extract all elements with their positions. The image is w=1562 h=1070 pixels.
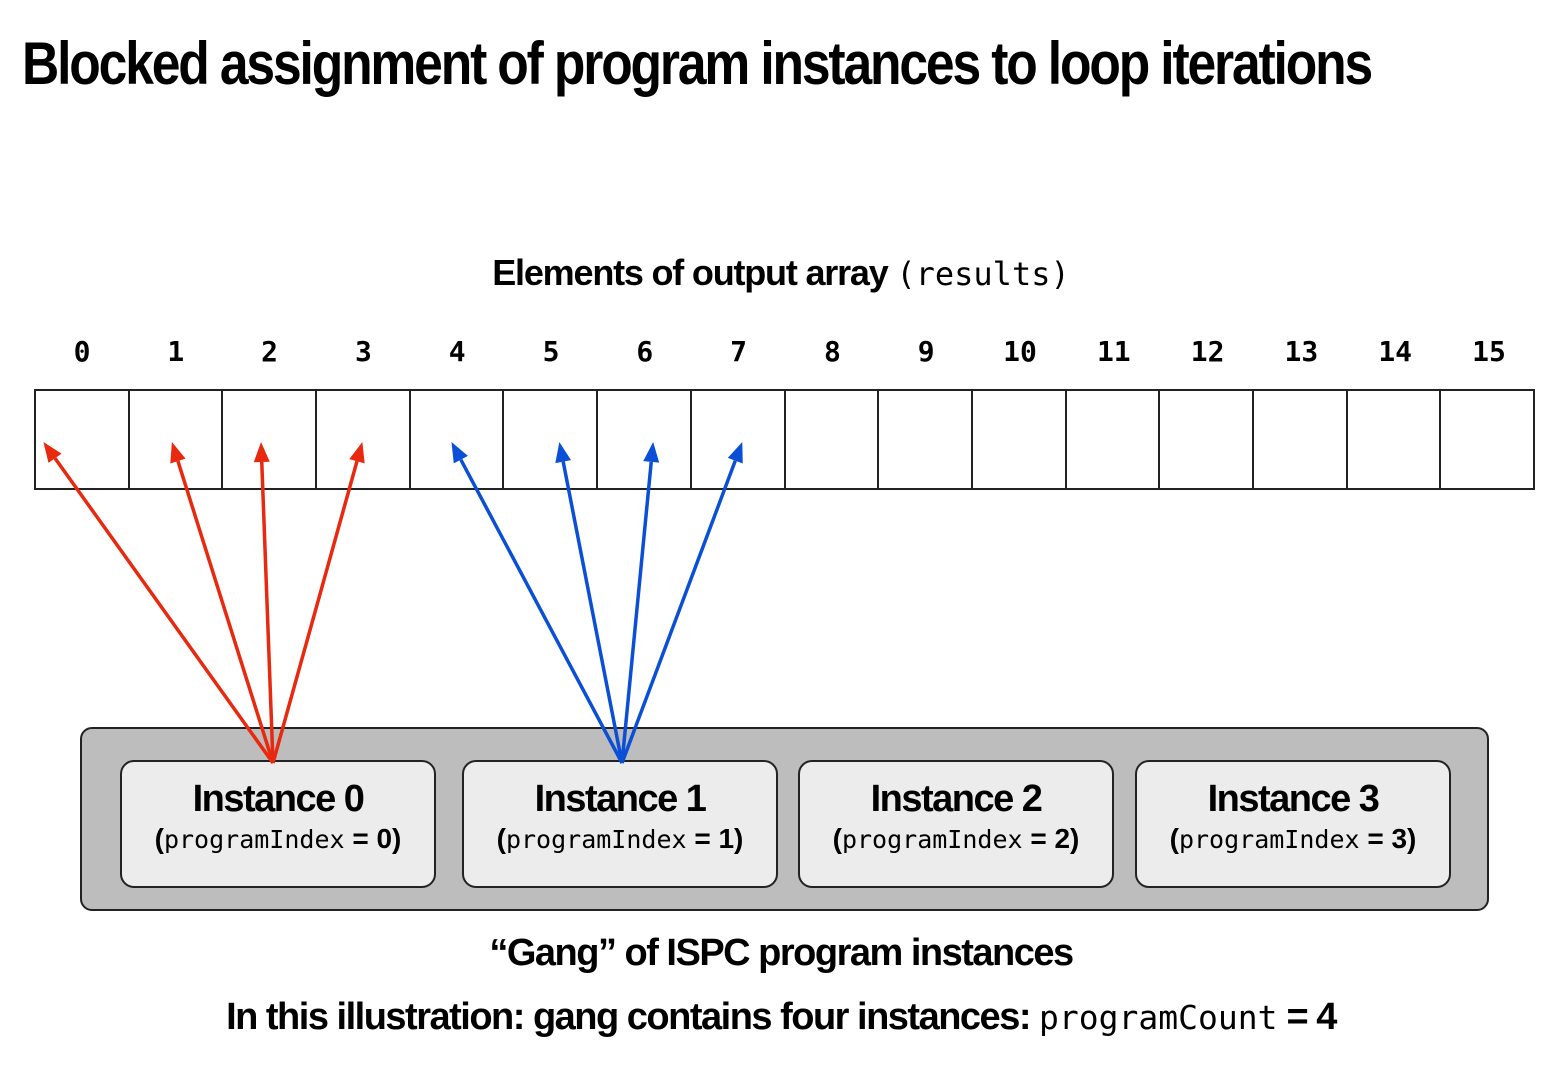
- arrow-line: [176, 460, 275, 764]
- array-cell: [973, 391, 1067, 488]
- array-cell: [504, 391, 599, 488]
- array-index: 11: [1096, 335, 1131, 368]
- instance-name: Instance 3: [1207, 778, 1380, 820]
- array-index: 9: [917, 335, 935, 368]
- array-cell: [36, 391, 130, 488]
- array-index: 13: [1284, 335, 1319, 368]
- illustration-code: programCount: [1039, 998, 1278, 1037]
- arrow-line: [271, 460, 359, 764]
- array-cell: [1441, 391, 1533, 488]
- array-cell: [1067, 391, 1161, 488]
- array-index: 4: [448, 335, 466, 368]
- instance-name: Instance 0: [192, 778, 365, 820]
- gang-caption: “Gang” of ISPC program instances: [489, 932, 1074, 974]
- arrow-line: [459, 458, 624, 764]
- array-index: 8: [823, 335, 841, 368]
- array-index: 0: [73, 335, 91, 368]
- array-index: 6: [636, 335, 654, 368]
- arrow-line: [620, 461, 653, 764]
- array-index: 2: [261, 335, 279, 368]
- array-cell: [598, 391, 692, 488]
- instance-box-0: Instance 0 (programIndex = 0): [120, 760, 436, 888]
- array-cell: [1160, 391, 1254, 488]
- array-cell: [1348, 391, 1442, 488]
- array-cell: [130, 391, 224, 488]
- instance-name: Instance 2: [870, 778, 1043, 820]
- array-label-code: (results): [896, 255, 1070, 293]
- instance-box-3: Instance 3 (programIndex = 3): [1135, 760, 1451, 888]
- array-cell: [223, 391, 318, 488]
- illustration-text: In this illustration: gang contains four…: [226, 996, 1040, 1038]
- array-index: 7: [730, 335, 748, 368]
- array-index: 15: [1472, 335, 1506, 368]
- slide-title: Blocked assignment of program instances …: [22, 30, 1373, 97]
- array-index: 1: [167, 335, 185, 368]
- arrow-line: [53, 457, 275, 765]
- array-cell: [411, 391, 505, 488]
- instance-box-1: Instance 1 (programIndex = 1): [462, 760, 778, 888]
- instance-program-index: (programIndex = 1): [496, 823, 744, 854]
- illustration-value: = 4: [1277, 996, 1338, 1038]
- array-label-text: Elements of output array: [492, 252, 888, 293]
- arrow-line: [260, 461, 275, 764]
- array-cell: [786, 391, 880, 488]
- array-cell: [317, 391, 411, 488]
- array-index: 3: [354, 335, 372, 368]
- illustration-caption: In this illustration: gang contains four…: [0, 996, 1562, 1039]
- array-cell: [1254, 391, 1348, 488]
- array-cell: [692, 391, 786, 488]
- array-index: 12: [1190, 335, 1225, 368]
- instance-program-index: (programIndex = 3): [1169, 823, 1417, 854]
- array-index: 14: [1378, 335, 1413, 368]
- array-index: 5: [542, 335, 560, 368]
- output-array: [34, 389, 1535, 490]
- array-label: Elements of output array (results): [0, 252, 1562, 294]
- array-index: 10: [1003, 335, 1037, 368]
- instance-program-index: (programIndex = 0): [154, 823, 402, 854]
- instance-box-2: Instance 2 (programIndex = 2): [798, 760, 1114, 888]
- instance-name: Instance 1: [534, 778, 707, 820]
- array-cell: [879, 391, 973, 488]
- array-index-row: 0 1 2 3 4 5 6 7 8 9 10 11 12 13 14 15: [35, 335, 1535, 375]
- instance-program-index: (programIndex = 2): [832, 823, 1080, 854]
- arrow-line: [561, 461, 624, 764]
- arrow-line: [620, 460, 737, 764]
